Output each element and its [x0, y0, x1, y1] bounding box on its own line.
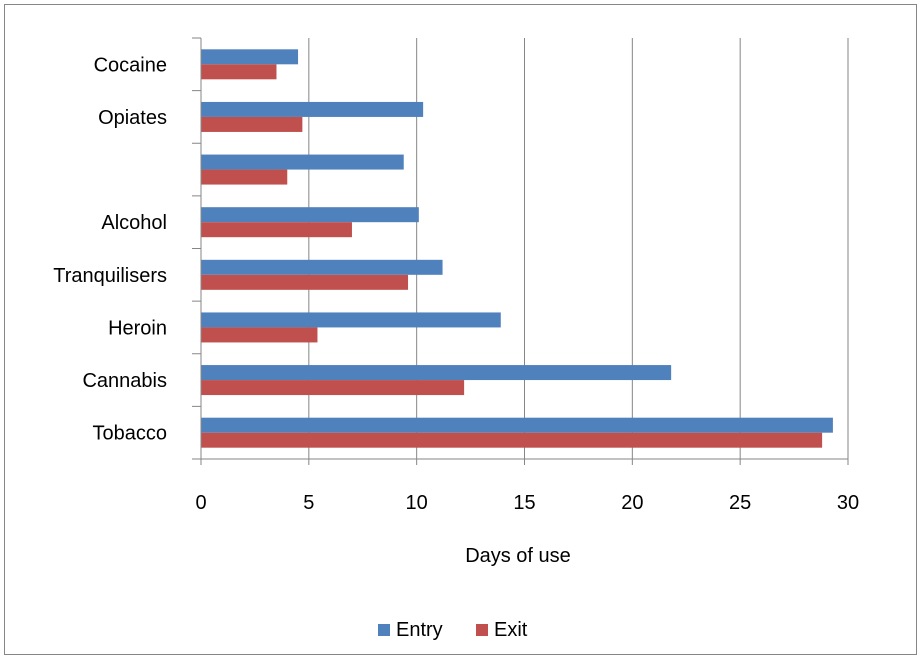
category-label: Cocaine: [94, 54, 167, 76]
bar-entry: [201, 417, 833, 433]
bar-exit: [201, 327, 318, 343]
bar-entry: [201, 154, 404, 170]
bar-entry: [201, 259, 443, 275]
category-label: Cannabis: [82, 370, 167, 392]
bars: [201, 49, 833, 448]
bar-exit: [201, 64, 277, 80]
bar-entry: [201, 49, 299, 65]
category-label: Tranquilisers: [53, 265, 167, 287]
legend-swatch-exit: [476, 624, 488, 636]
x-tick-label: 10: [406, 492, 428, 514]
legend: Entry Exit: [378, 619, 528, 641]
bar-entry: [201, 365, 672, 381]
grid-lines: [308, 38, 849, 459]
bar-exit: [201, 222, 352, 238]
category-label: Alcohol: [101, 212, 167, 234]
labels: 0 5 10 15 20 25 30 Tobacco Cannabis Heroin Tranqui…: [53, 54, 859, 514]
x-tick-label: 20: [621, 492, 643, 514]
category-label: Tobacco: [93, 423, 168, 445]
category-label: Opiates: [98, 107, 167, 129]
x-axis-title: Days of use: [465, 545, 571, 567]
bar-entry: [201, 207, 419, 223]
bar-entry: [201, 101, 424, 117]
legend-label-exit: Exit: [494, 619, 528, 641]
x-tick-label: 5: [303, 492, 314, 514]
bar-exit: [201, 116, 303, 132]
x-tick-label: 15: [513, 492, 535, 514]
bar-exit: [201, 169, 288, 185]
x-tick-label: 30: [837, 492, 859, 514]
bar-exit: [201, 274, 409, 290]
chart-frame: [4, 4, 917, 655]
bar-exit: [201, 432, 823, 448]
legend-label-entry: Entry: [396, 619, 443, 641]
x-tick-label: 25: [729, 492, 751, 514]
bar-entry: [201, 312, 501, 328]
x-tick-label: 0: [195, 492, 206, 514]
bar-exit: [201, 380, 465, 396]
category-label: Heroin: [108, 317, 167, 339]
legend-swatch-entry: [378, 624, 390, 636]
axes: [192, 37, 849, 465]
